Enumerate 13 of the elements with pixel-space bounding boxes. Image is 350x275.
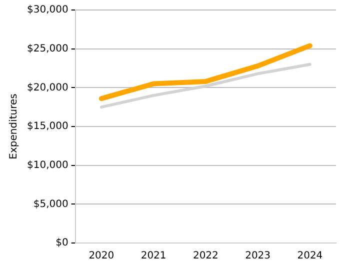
x-tick-label: 2023 [245,250,271,262]
y-tick-label: $10,000 [26,160,68,171]
y-tick-label: $25,000 [26,43,68,54]
x-tick-label: 2021 [140,250,166,262]
y-tick-label: $20,000 [26,82,68,94]
y-tick-label: $0 [56,238,68,249]
x-tick-label: 2024 [297,250,323,262]
y-axis-title: Expenditures [8,94,20,160]
x-tick-label: 2022 [192,250,218,262]
x-tick-label: 2020 [88,250,114,262]
y-tick-label: $30,000 [26,4,68,16]
y-tick-label: $5,000 [33,198,68,210]
y-tick-label: $15,000 [26,121,68,132]
